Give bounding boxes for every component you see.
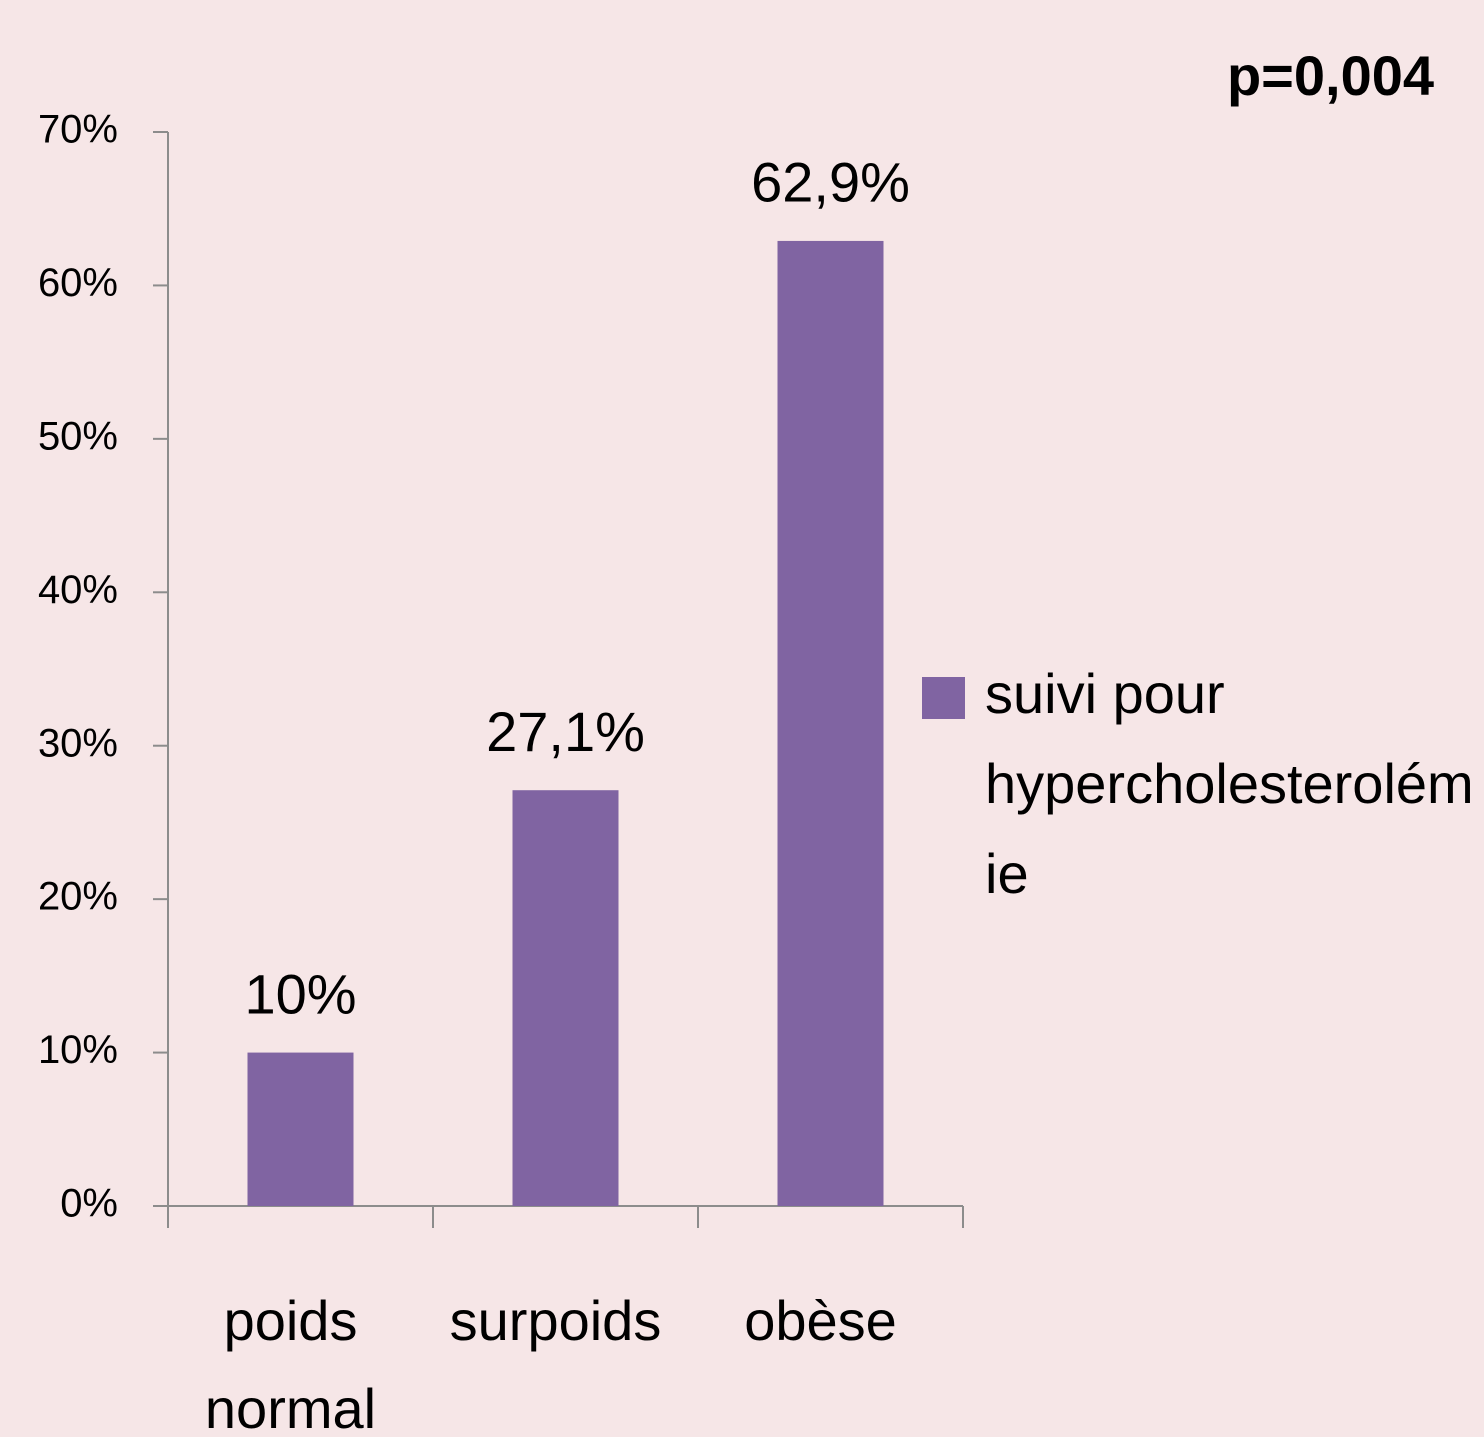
text-line: normal (205, 1377, 376, 1437)
y-tick-label: 50% (38, 414, 118, 458)
data-label: 10% (244, 962, 356, 1025)
legend-label: suivi pour hypercholesterolém ie (985, 662, 1474, 905)
text-line: suivi pour (985, 662, 1225, 725)
data-label: 62,9% (751, 151, 910, 214)
y-tick-label: 0% (60, 1182, 118, 1226)
text-line: hypercholesterolém (985, 752, 1474, 815)
y-tick-label: 30% (38, 721, 118, 765)
x-tick-label: surpoids (450, 1289, 662, 1352)
bar (247, 1052, 354, 1206)
x-tick-label: poids normal (205, 1289, 376, 1437)
y-tick-label: 60% (38, 261, 118, 305)
bar (777, 240, 884, 1207)
y-tick-label: 20% (38, 875, 118, 919)
y-tick-label: 70% (38, 108, 118, 152)
text-line: poids (224, 1289, 358, 1352)
text-line: surpoids (450, 1289, 662, 1352)
y-tick-label: 10% (38, 1028, 118, 1072)
text-line: obèse (744, 1289, 897, 1352)
x-tick-label: obèse (744, 1289, 897, 1352)
bar (512, 790, 619, 1206)
legend-swatch (922, 677, 965, 719)
text-line: ie (985, 842, 1029, 905)
y-tick-label: 40% (38, 568, 118, 612)
data-label: 27,1% (486, 700, 645, 763)
p-value-annotation: p=0,004 (1227, 44, 1434, 107)
